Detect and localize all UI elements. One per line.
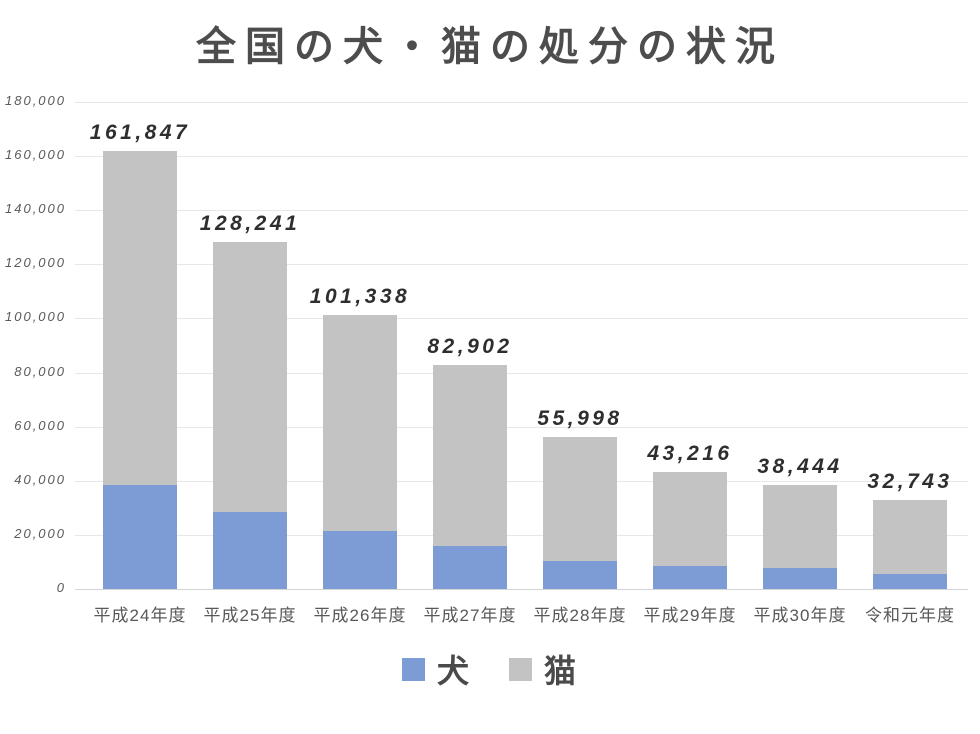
dog-segment	[653, 566, 727, 589]
x-tick-label: 平成27年度	[423, 606, 517, 625]
dog-segment	[103, 485, 177, 589]
dog-segment	[213, 512, 287, 589]
dog-segment	[763, 568, 837, 589]
cat-segment	[323, 315, 397, 531]
bar-平成27年度	[433, 365, 507, 589]
total-label: 55,998	[537, 407, 623, 430]
gridline-0	[75, 589, 968, 590]
gridline-60000	[75, 427, 968, 428]
y-tick-label: 160,000	[5, 147, 66, 162]
total-label: 101,338	[309, 285, 411, 308]
dog-segment	[323, 531, 397, 589]
cat-series-swatch	[509, 657, 532, 681]
y-tick-label: 140,000	[5, 201, 66, 216]
cat-segment	[763, 485, 837, 568]
x-axis: 平成24年度 平成25年度 平成26年度 平成27年度 平成28年度 平成29年度 平成30…	[0, 601, 980, 633]
plot-area: 161,847 128,241 101,338 82,902 55,998 43,216 3…	[75, 102, 968, 590]
y-tick-label: 100,000	[5, 309, 66, 324]
cat-series-label: 猫	[544, 653, 579, 689]
y-tick-label: 60,000	[14, 418, 66, 433]
cat-segment	[873, 500, 947, 574]
dog-segment	[433, 546, 507, 589]
bar-平成26年度	[323, 315, 397, 589]
x-tick-label: 平成30年度	[753, 606, 847, 625]
bar-平成29年度	[653, 472, 727, 589]
x-tick-label: 平成24年度	[93, 606, 187, 625]
x-tick-label: 平成29年度	[643, 606, 737, 625]
gridline-180000	[75, 102, 968, 103]
cat-segment	[653, 472, 727, 566]
gridline-120000	[75, 264, 968, 265]
x-tick-label: 平成26年度	[313, 606, 407, 625]
dog-segment	[543, 561, 617, 589]
cat-segment	[103, 151, 177, 485]
gridline-80000	[75, 373, 968, 374]
bar-平成25年度	[213, 242, 287, 589]
total-label: 82,902	[427, 335, 513, 358]
dog-series-swatch	[401, 657, 425, 681]
total-label: 43,216	[647, 442, 733, 465]
dog-segment	[873, 574, 947, 589]
cat-segment	[543, 437, 617, 561]
bar-令和元年度	[873, 500, 947, 589]
x-tick-label: 平成28年度	[533, 606, 627, 625]
chart-title: 全国の犬・猫の処分の状況	[196, 25, 784, 69]
y-tick-label: 0	[56, 580, 66, 595]
total-label: 38,444	[757, 455, 843, 478]
legend-item-cat: 猫	[509, 646, 578, 692]
total-label: 128,241	[199, 212, 301, 235]
cat-segment	[213, 242, 287, 512]
gridline-100000	[75, 318, 968, 319]
y-tick-label: 80,000	[14, 364, 66, 379]
dog-series-label: 犬	[436, 653, 471, 689]
gridline-20000	[75, 535, 968, 536]
y-tick-label: 120,000	[5, 255, 66, 270]
y-tick-label: 40,000	[14, 472, 66, 487]
y-tick-label: 20,000	[14, 526, 66, 541]
gridline-140000	[75, 210, 968, 211]
gridline-160000	[75, 156, 968, 157]
y-tick-label: 180,000	[5, 93, 66, 108]
total-label: 32,743	[867, 470, 953, 493]
cat-segment	[433, 365, 507, 546]
bar-平成24年度	[103, 151, 177, 589]
gridline-40000	[75, 481, 968, 482]
bar-平成28年度	[543, 437, 617, 589]
y-axis: 0 20,000 40,000 60,000 80,000 100,000 120,000 1…	[0, 0, 70, 734]
x-tick-label: 平成25年度	[203, 606, 297, 625]
x-tick-label: 令和元年度	[865, 606, 955, 625]
legend-item-dog: 犬	[401, 646, 471, 692]
bar-平成30年度	[763, 485, 837, 589]
total-label: 161,847	[89, 121, 191, 144]
legend: 犬 猫	[0, 646, 980, 692]
